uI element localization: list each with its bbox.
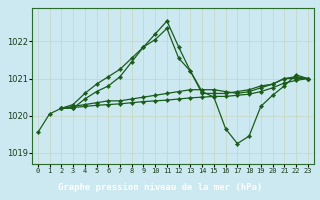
Text: Graphe pression niveau de la mer (hPa): Graphe pression niveau de la mer (hPa) xyxy=(58,183,262,192)
